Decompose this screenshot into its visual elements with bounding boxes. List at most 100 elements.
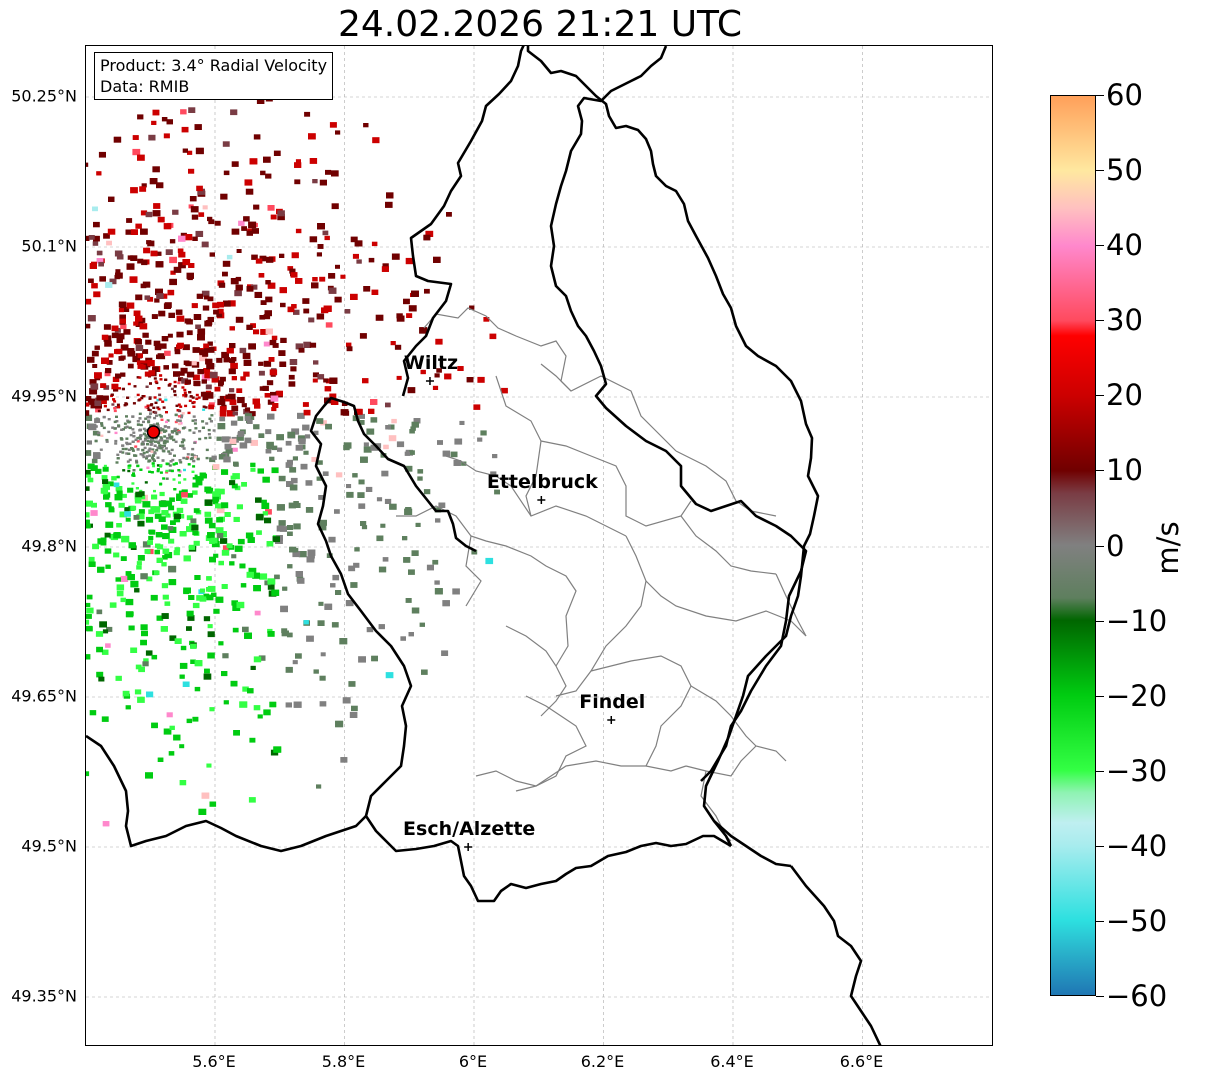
echo-cell bbox=[129, 276, 138, 283]
canton-border bbox=[475, 760, 687, 787]
echo-cell bbox=[155, 543, 161, 548]
echo-cell bbox=[101, 357, 109, 364]
echo-cell bbox=[196, 293, 203, 299]
echo-cell bbox=[86, 402, 90, 407]
echo-cell bbox=[317, 460, 323, 465]
echo-cell bbox=[203, 295, 209, 300]
echo-cell bbox=[133, 454, 137, 457]
echo-cell bbox=[257, 468, 264, 474]
echo-cell bbox=[136, 420, 140, 423]
echo-cell bbox=[291, 252, 299, 259]
echo-cell bbox=[101, 716, 109, 722]
echo-cell bbox=[178, 422, 182, 426]
echo-cell bbox=[174, 347, 180, 352]
echo-cell bbox=[262, 476, 270, 483]
echo-cell bbox=[271, 335, 278, 341]
echo-cell bbox=[349, 711, 358, 718]
echo-cell bbox=[99, 621, 107, 628]
echo-cell bbox=[204, 406, 208, 409]
echo-cell bbox=[207, 341, 213, 346]
echo-cell bbox=[235, 316, 244, 323]
echo-cell bbox=[158, 398, 162, 401]
echo-cell bbox=[137, 696, 145, 703]
echo-cell bbox=[384, 498, 392, 504]
echo-cell bbox=[260, 170, 266, 176]
echo-cell bbox=[175, 431, 179, 434]
city-markers bbox=[425, 377, 616, 851]
echo-cell bbox=[276, 504, 285, 511]
radar-site-marker[interactable] bbox=[146, 425, 161, 439]
echo-cell bbox=[324, 235, 330, 241]
echo-cell bbox=[157, 757, 164, 762]
echo-cell bbox=[105, 643, 111, 648]
echo-cell bbox=[97, 433, 101, 437]
echo-cell bbox=[331, 203, 339, 210]
echo-cell bbox=[135, 487, 139, 490]
echo-cell bbox=[156, 293, 164, 299]
echo-cell bbox=[426, 564, 434, 571]
echo-cell bbox=[142, 501, 151, 508]
echo-cell bbox=[103, 233, 110, 239]
echo-cell bbox=[90, 383, 99, 390]
echo-cell bbox=[270, 214, 277, 220]
echo-cell bbox=[403, 557, 411, 563]
echo-cell bbox=[184, 234, 193, 241]
echo-cell bbox=[188, 263, 195, 268]
echo-cell bbox=[137, 353, 143, 358]
echo-cell bbox=[88, 556, 95, 562]
echo-cell bbox=[116, 457, 120, 460]
echo-cell bbox=[96, 171, 102, 176]
echo-cell bbox=[201, 379, 207, 384]
echo-cell bbox=[148, 535, 154, 540]
echo-cell bbox=[177, 431, 181, 434]
echo-cell bbox=[352, 253, 359, 259]
latitude-label: 49.65°N bbox=[11, 686, 77, 706]
echo-cell bbox=[196, 185, 203, 192]
echo-cell bbox=[247, 688, 254, 694]
echo-cell bbox=[207, 428, 211, 432]
echo-cell bbox=[231, 483, 238, 489]
echo-cell bbox=[224, 443, 232, 450]
echo-cell bbox=[248, 567, 257, 574]
echo-cell bbox=[180, 416, 183, 419]
echo-cell bbox=[138, 436, 142, 439]
echo-cell bbox=[232, 604, 241, 611]
echo-cell bbox=[165, 437, 169, 440]
echo-cell bbox=[363, 446, 372, 453]
echo-cell bbox=[265, 296, 273, 303]
echo-cell bbox=[231, 228, 240, 235]
echo-cell bbox=[125, 517, 131, 522]
echo-cell bbox=[424, 288, 430, 294]
echo-cell bbox=[419, 622, 425, 627]
echo-cell bbox=[146, 576, 153, 582]
map-panel[interactable] bbox=[85, 45, 993, 1046]
echo-cell bbox=[267, 413, 275, 420]
echo-cell bbox=[194, 660, 203, 667]
echo-cell bbox=[167, 384, 171, 387]
echo-cell bbox=[182, 439, 186, 442]
echo-cell bbox=[134, 438, 138, 441]
echo-cell bbox=[253, 134, 261, 140]
echo-cell bbox=[136, 393, 140, 397]
echo-cell bbox=[390, 341, 396, 346]
echo-cell bbox=[140, 228, 148, 235]
echo-cell bbox=[155, 449, 159, 452]
echo-cell bbox=[115, 420, 119, 423]
echo-cell bbox=[174, 462, 178, 465]
echo-cell bbox=[158, 444, 162, 447]
echo-cell bbox=[145, 650, 153, 656]
echo-cell bbox=[116, 403, 120, 406]
echo-cell bbox=[86, 473, 91, 478]
echo-cell bbox=[319, 276, 326, 282]
echo-cell bbox=[325, 423, 332, 430]
echo-cell bbox=[203, 368, 211, 374]
echo-cell bbox=[111, 383, 119, 390]
echo-cell bbox=[197, 328, 206, 335]
echo-cell bbox=[131, 428, 135, 431]
echo-cell bbox=[335, 264, 340, 269]
echo-cell bbox=[224, 512, 231, 517]
echo-cell bbox=[208, 219, 215, 225]
echo-cell bbox=[99, 276, 106, 282]
echo-cell bbox=[289, 359, 298, 365]
echo-cell bbox=[152, 410, 156, 414]
